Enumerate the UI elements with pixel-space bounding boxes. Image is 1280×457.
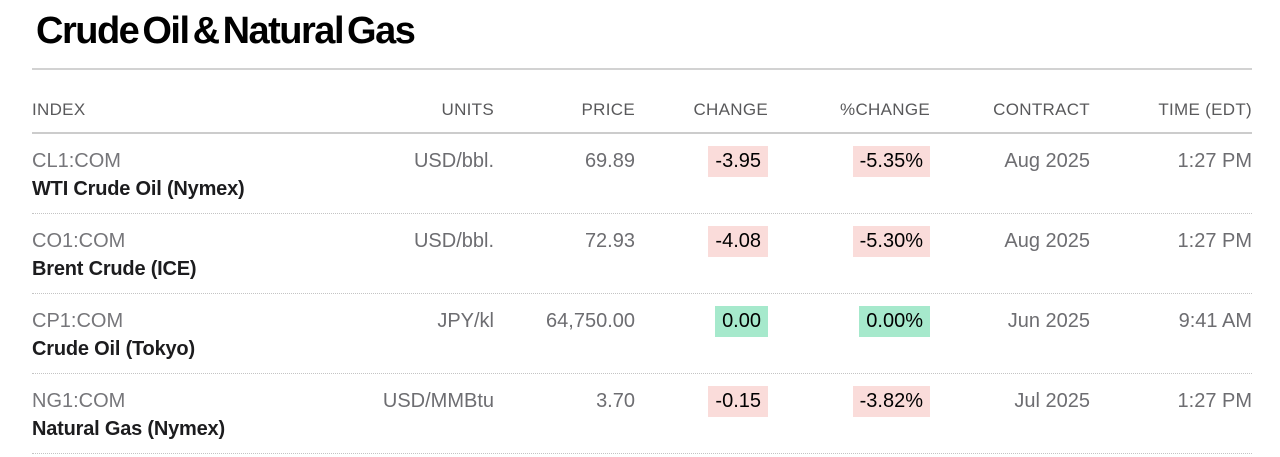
pct-change-badge: -3.82% bbox=[852, 385, 930, 417]
ticker-link[interactable]: CO1:COM bbox=[32, 229, 126, 252]
units-cell: JPY/kl bbox=[437, 309, 494, 332]
price-cell: 3.70 bbox=[596, 389, 635, 412]
price-cell: 69.89 bbox=[584, 149, 635, 172]
change-cell: 0.00 bbox=[635, 305, 768, 337]
col-header-time: TIME (EDT) bbox=[1158, 99, 1252, 119]
ticker-link[interactable]: CL1:COM bbox=[32, 149, 121, 172]
col-header-contract: CONTRACT bbox=[993, 99, 1090, 119]
pct-change-cell: -5.35% bbox=[768, 145, 930, 177]
security-name: Crude Oil (Tokyo) bbox=[32, 337, 195, 360]
contract-cell: Aug 2025 bbox=[1004, 229, 1090, 252]
contract-cell: Jun 2025 bbox=[1007, 309, 1090, 332]
pct-change-badge: 0.00% bbox=[859, 305, 930, 337]
table-row: CP1:COM Crude Oil (Tokyo) JPY/kl 64,750.… bbox=[32, 294, 1252, 374]
time-cell: 9:41 AM bbox=[1178, 309, 1252, 332]
pct-change-cell: -5.30% bbox=[768, 225, 930, 257]
units-cell: USD/MMBtu bbox=[382, 389, 494, 412]
table-row: CL1:COM WTI Crude Oil (Nymex) USD/bbl. 6… bbox=[32, 134, 1252, 214]
pct-change-badge: -5.35% bbox=[852, 145, 930, 177]
units-cell: USD/bbl. bbox=[413, 149, 494, 172]
change-badge: -4.08 bbox=[708, 225, 768, 257]
time-cell: 1:27 PM bbox=[1177, 229, 1252, 252]
price-cell: 64,750.00 bbox=[546, 309, 635, 332]
index-cell: CL1:COM WTI Crude Oil (Nymex) bbox=[32, 146, 359, 202]
change-cell: -4.08 bbox=[635, 225, 768, 257]
units-cell: USD/bbl. bbox=[413, 229, 494, 252]
title-divider bbox=[32, 67, 1252, 70]
security-name: WTI Crude Oil (Nymex) bbox=[32, 177, 245, 200]
pct-change-badge: -5.30% bbox=[852, 225, 930, 257]
page-title: Crude Oil & Natural Gas bbox=[36, 10, 416, 52]
table-row: NG1:COM Natural Gas (Nymex) USD/MMBtu 3.… bbox=[32, 374, 1252, 454]
col-header-index: INDEX bbox=[32, 99, 86, 119]
table-header-row: INDEX UNITS PRICE CHANGE %CHANGE CONTRAC… bbox=[32, 70, 1252, 134]
col-header-units: UNITS bbox=[441, 99, 494, 119]
change-cell: -0.15 bbox=[635, 385, 768, 417]
table-row: CO1:COM Brent Crude (ICE) USD/bbl. 72.93… bbox=[32, 214, 1252, 294]
col-header-pct-change: %CHANGE bbox=[840, 99, 930, 119]
index-cell: CO1:COM Brent Crude (ICE) bbox=[32, 226, 359, 282]
pct-change-cell: 0.00% bbox=[768, 305, 930, 337]
time-cell: 1:27 PM bbox=[1177, 149, 1252, 172]
time-cell: 1:27 PM bbox=[1177, 389, 1252, 412]
ticker-link[interactable]: NG1:COM bbox=[32, 389, 126, 412]
index-cell: NG1:COM Natural Gas (Nymex) bbox=[32, 386, 359, 442]
contract-cell: Aug 2025 bbox=[1004, 149, 1090, 172]
change-cell: -3.95 bbox=[635, 145, 768, 177]
pct-change-cell: -3.82% bbox=[768, 385, 930, 417]
security-name: Brent Crude (ICE) bbox=[32, 257, 197, 280]
col-header-change: CHANGE bbox=[693, 99, 768, 119]
price-cell: 72.93 bbox=[584, 229, 635, 252]
col-header-price: PRICE bbox=[581, 99, 635, 119]
change-badge: 0.00 bbox=[715, 305, 768, 337]
contract-cell: Jul 2025 bbox=[1014, 389, 1090, 412]
change-badge: -3.95 bbox=[708, 145, 768, 177]
index-cell: CP1:COM Crude Oil (Tokyo) bbox=[32, 306, 359, 362]
ticker-link[interactable]: CP1:COM bbox=[32, 309, 124, 332]
change-badge: -0.15 bbox=[708, 385, 768, 417]
security-name: Natural Gas (Nymex) bbox=[32, 417, 225, 440]
